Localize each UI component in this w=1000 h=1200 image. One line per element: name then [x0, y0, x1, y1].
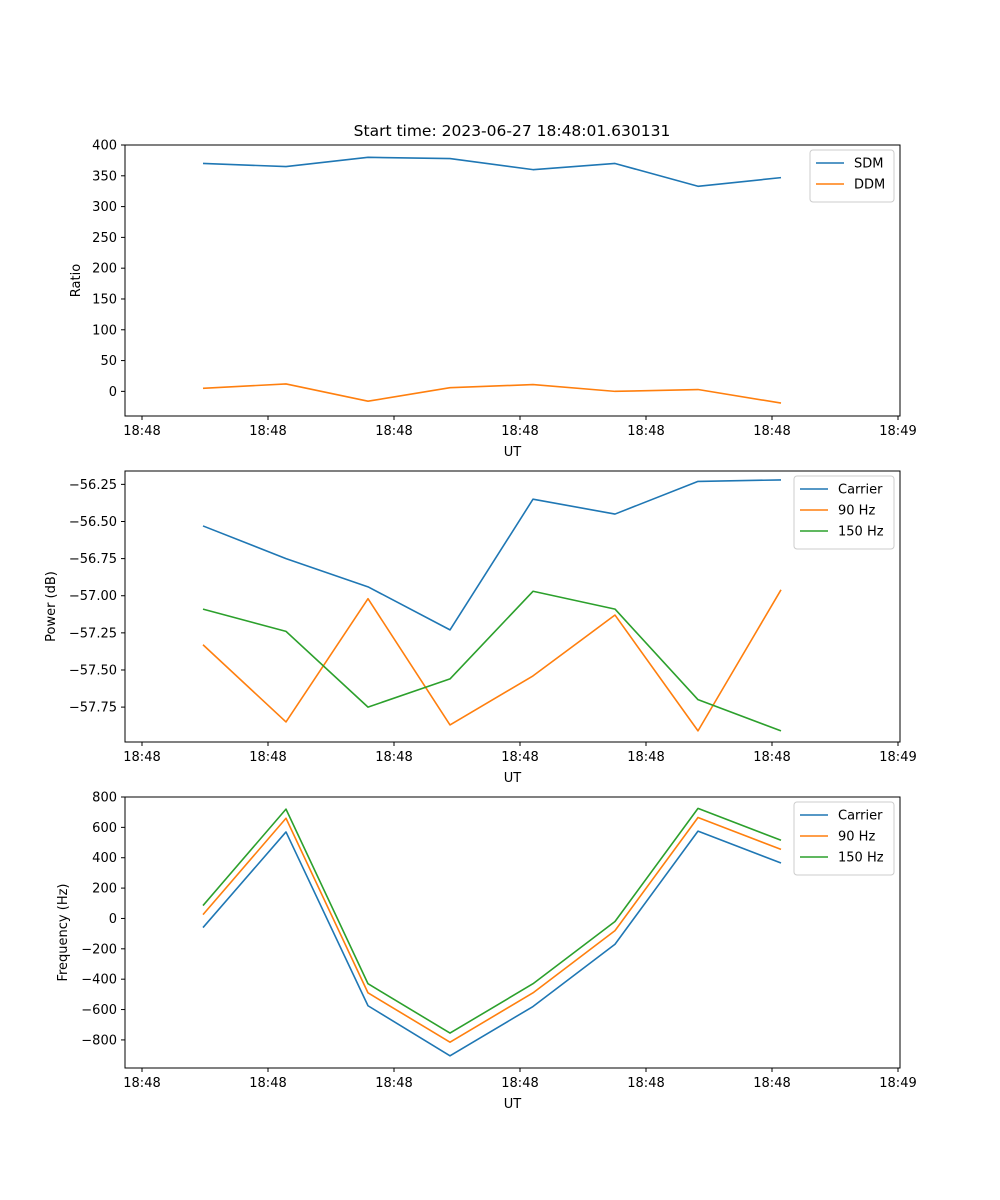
x-tick-label: 18:48	[249, 1076, 286, 1091]
y-axis-label: Ratio	[69, 264, 84, 297]
series-line-150-hz	[202, 590, 782, 732]
plots-container: 18:48 18:48 18:48 18:48 18:48 18:48 18:49 0 50 10…	[44, 139, 917, 1113]
y-tick-label: −600	[81, 1003, 117, 1018]
y-axis-label: Power (dB)	[44, 571, 59, 642]
subplot-2: 18:48 18:48 18:48 18:48 18:48 18:48 18:49 −57.7…	[44, 470, 917, 786]
y-tick-label: −57.50	[69, 663, 117, 678]
x-tick-label: 18:48	[375, 750, 412, 765]
y-tick-label: 150	[92, 292, 117, 307]
y-tick-label: 200	[92, 262, 117, 277]
legend: Carrier 90 Hz 150 Hz	[793, 801, 895, 876]
x-tick-label: 18:48	[249, 424, 286, 439]
y-tick-label: −200	[81, 942, 117, 957]
x-tick-label: 18:48	[123, 750, 160, 765]
y-tick-label: −56.75	[69, 552, 117, 567]
series-line-ddm	[202, 383, 782, 404]
y-tick-label: 200	[92, 882, 117, 897]
y-tick-label: −57.25	[69, 626, 117, 641]
x-axis-label: UT	[504, 445, 522, 460]
y-tick-label: 350	[92, 169, 117, 184]
series-line-carrier	[202, 479, 782, 631]
legend-label: SDM	[854, 157, 883, 172]
x-tick-label: 18:48	[501, 424, 538, 439]
y-tick-label: 800	[92, 791, 117, 806]
legend-label: Carrier	[838, 809, 883, 824]
legend-label: 90 Hz	[838, 504, 875, 519]
y-tick-label: 250	[92, 231, 117, 246]
x-tick-label: 18:48	[249, 750, 286, 765]
x-tick-label: 18:48	[627, 1076, 664, 1091]
axes-frame	[124, 470, 901, 743]
y-tick-label: 0	[109, 912, 117, 927]
legend-label: 90 Hz	[838, 830, 875, 845]
legend-label: Carrier	[838, 483, 883, 498]
x-tick-label: 18:49	[879, 750, 916, 765]
axes-frame	[124, 796, 901, 1069]
legend-label: DDM	[854, 178, 885, 193]
y-tick-label: −56.50	[69, 515, 117, 530]
x-tick-label: 18:48	[501, 1076, 538, 1091]
y-tick-label: −57.00	[69, 589, 117, 604]
y-tick-label: −400	[81, 973, 117, 988]
x-tick-label: 18:48	[375, 1076, 412, 1091]
y-tick-label: 600	[92, 821, 117, 836]
x-tick-label: 18:48	[753, 750, 790, 765]
series-line-carrier	[202, 830, 782, 1057]
series-line-90-hz	[202, 816, 782, 1043]
subplot-3: 18:48 18:48 18:48 18:48 18:48 18:48 18:49 −800 −…	[56, 791, 917, 1113]
y-tick-label: −56.25	[69, 478, 117, 493]
series-line-90-hz	[202, 589, 782, 732]
y-axis-label: Frequency (Hz)	[56, 883, 71, 981]
axes-frame	[124, 144, 901, 417]
legend: SDM DDM	[809, 149, 895, 203]
legend-label: 150 Hz	[838, 525, 884, 540]
figure-title: Start time: 2023-06-27 18:48:01.630131	[354, 122, 671, 140]
x-tick-label: 18:48	[123, 1076, 160, 1091]
y-tick-label: −57.75	[69, 701, 117, 716]
legend: Carrier 90 Hz 150 Hz	[793, 475, 895, 550]
x-tick-label: 18:48	[627, 424, 664, 439]
y-tick-label: 0	[109, 385, 117, 400]
subplot-1: 18:48 18:48 18:48 18:48 18:48 18:48 18:49 0 50 10…	[69, 139, 917, 461]
x-axis-label: UT	[504, 1097, 522, 1112]
x-tick-label: 18:48	[123, 424, 160, 439]
x-tick-label: 18:48	[627, 750, 664, 765]
x-tick-label: 18:48	[375, 424, 412, 439]
x-tick-label: 18:48	[753, 424, 790, 439]
x-tick-label: 18:48	[501, 750, 538, 765]
x-axis-label: UT	[504, 771, 522, 786]
x-tick-label: 18:48	[753, 1076, 790, 1091]
x-tick-label: 18:49	[879, 424, 916, 439]
series-line-sdm	[202, 156, 782, 188]
y-tick-label: 100	[92, 323, 117, 338]
x-tick-label: 18:49	[879, 1076, 916, 1091]
y-tick-label: 300	[92, 200, 117, 215]
y-tick-label: 400	[92, 139, 117, 154]
legend-label: 150 Hz	[838, 851, 884, 866]
series-line-150-hz	[202, 807, 782, 1034]
y-tick-label: 50	[100, 354, 117, 369]
y-tick-label: 400	[92, 851, 117, 866]
y-tick-label: −800	[81, 1033, 117, 1048]
